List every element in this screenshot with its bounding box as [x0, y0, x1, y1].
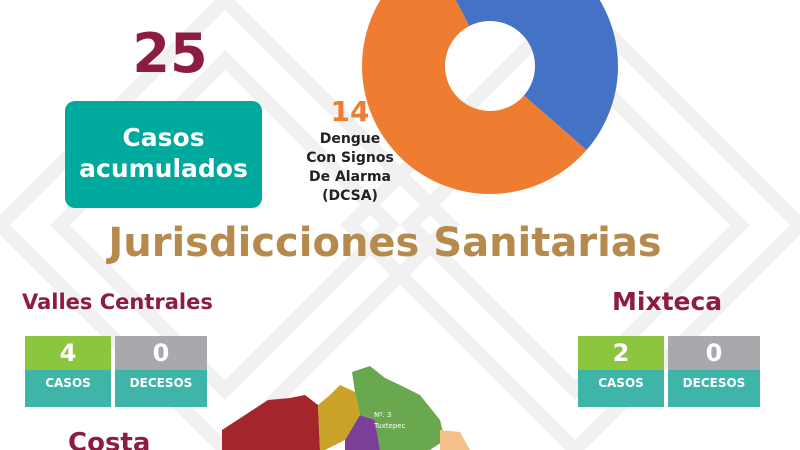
- casos-value: 2: [578, 336, 664, 370]
- casos-label: CASOS: [25, 370, 111, 407]
- region-name: Valles Centrales: [22, 290, 213, 314]
- region-name: Mixteca: [612, 287, 723, 316]
- section-title: Jurisdicciones Sanitarias: [108, 220, 662, 266]
- donut-segment: [455, 0, 618, 150]
- map-region: [345, 415, 380, 450]
- total-label-line: acumulados: [79, 154, 248, 183]
- donut-segment: [362, 0, 587, 194]
- decesos-value: 0: [115, 336, 207, 370]
- donut-label: Dengue Con Signos De Alarma (DCSA): [290, 130, 410, 206]
- label-line: Dengue: [319, 131, 381, 147]
- decesos-label: DECESOS: [115, 370, 207, 407]
- map-region: [318, 385, 360, 450]
- label-line: De Alarma: [308, 169, 391, 185]
- map-region: [222, 395, 320, 450]
- total-value: 25: [132, 22, 208, 85]
- map-region: [352, 366, 445, 450]
- region-name: Costa: [68, 428, 151, 450]
- label-line: (DCSA): [322, 188, 378, 204]
- casos-value: 4: [25, 336, 111, 370]
- map-label: Tuxtepec: [373, 422, 406, 430]
- map-label: Nº. 3: [374, 411, 391, 419]
- total-label-line: Casos: [122, 123, 205, 152]
- casos-label: CASOS: [578, 370, 664, 407]
- decesos-label: DECESOS: [668, 370, 760, 407]
- label-line: Con Signos: [306, 150, 394, 166]
- total-label: Casos acumulados: [65, 101, 262, 208]
- decesos-value: 0: [668, 336, 760, 370]
- map-region: [440, 430, 470, 450]
- donut-value-label: 14: [330, 95, 370, 128]
